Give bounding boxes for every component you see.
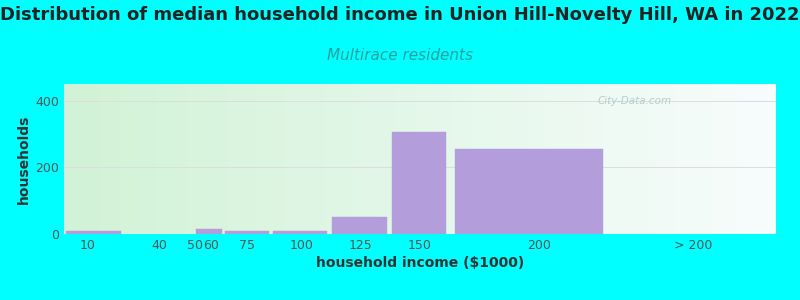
Bar [455, 149, 603, 234]
Text: City-Data.com: City-Data.com [598, 96, 672, 106]
Y-axis label: households: households [17, 114, 31, 204]
Bar [273, 231, 327, 234]
Bar [391, 132, 446, 234]
Bar [332, 217, 386, 234]
Text: Multirace residents: Multirace residents [327, 48, 473, 63]
X-axis label: household income ($1000): household income ($1000) [316, 256, 524, 270]
Bar [225, 231, 269, 234]
Bar [196, 229, 222, 234]
Text: Distribution of median household income in Union Hill-Novelty Hill, WA in 2022: Distribution of median household income … [0, 6, 800, 24]
Bar [66, 231, 121, 234]
